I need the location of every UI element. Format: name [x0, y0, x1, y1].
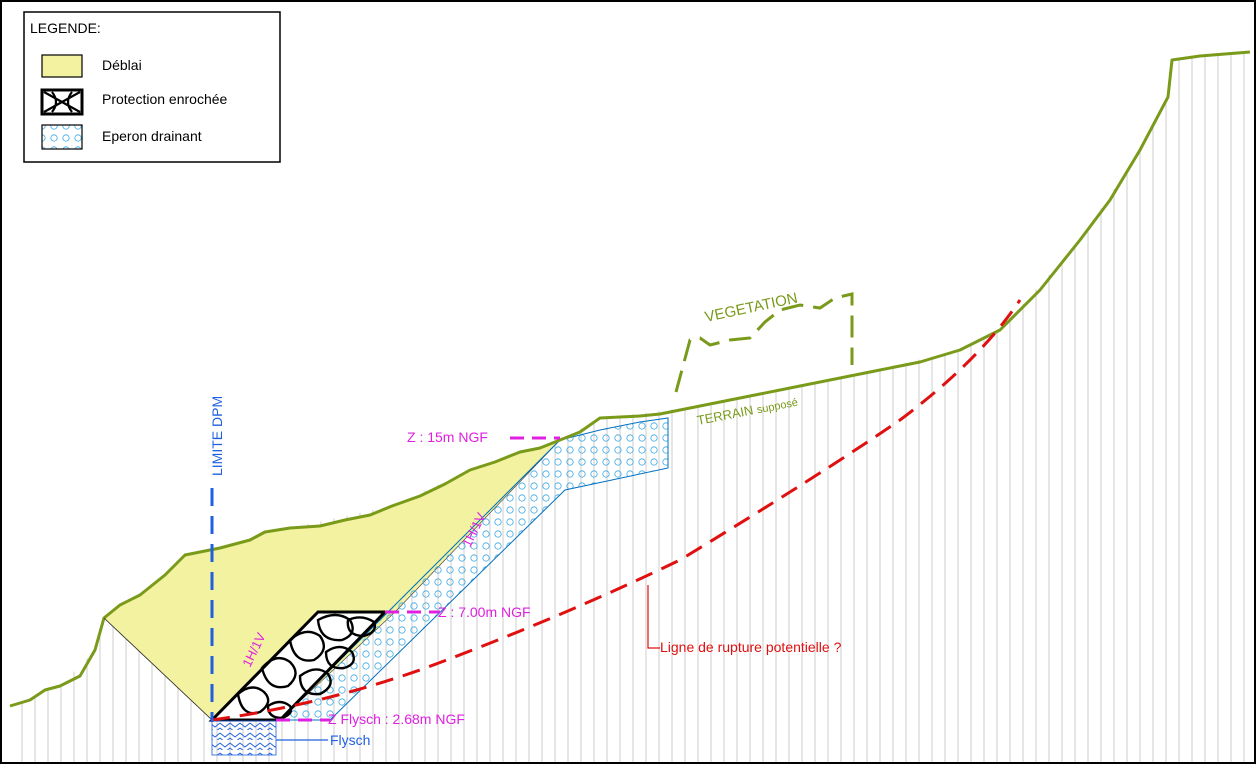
z15-label: Z : 15m NGF — [407, 429, 488, 445]
rupture-label: Ligne de rupture potentielle ? — [660, 639, 842, 655]
flysch-block — [211, 720, 277, 756]
z7-label: Z : 7.00m NGF — [438, 604, 531, 620]
legend: LEGENDE: Déblai Protection enrochée Eper… — [23, 11, 281, 163]
terrain-profile — [9, 50, 1251, 708]
terrain-label: TERRAIN supposé — [696, 394, 799, 428]
vegetation-label: VEGETATION — [703, 290, 799, 326]
riprap-swatch — [40, 88, 84, 116]
rupture-line — [211, 299, 1022, 722]
vegetation-outline — [674, 292, 854, 393]
limite-dpm-label: LIMITE DPM — [209, 396, 225, 476]
excavation-base-line — [103, 617, 213, 721]
legend-label-deblai: Déblai — [102, 57, 142, 73]
flysch-label: Flysch — [330, 732, 370, 748]
eperon-drainant — [278, 417, 669, 721]
legend-label-riprap: Protection enrochée — [102, 91, 228, 107]
legend-label-drain: Eperon drainant — [102, 128, 202, 144]
drain-swatch — [41, 124, 83, 150]
z268-label: Z Flysch : 2.68m NGF — [328, 711, 465, 727]
deblai-swatch — [41, 54, 83, 78]
legend-title: LEGENDE: — [30, 20, 101, 36]
rupture-leader — [647, 585, 660, 649]
